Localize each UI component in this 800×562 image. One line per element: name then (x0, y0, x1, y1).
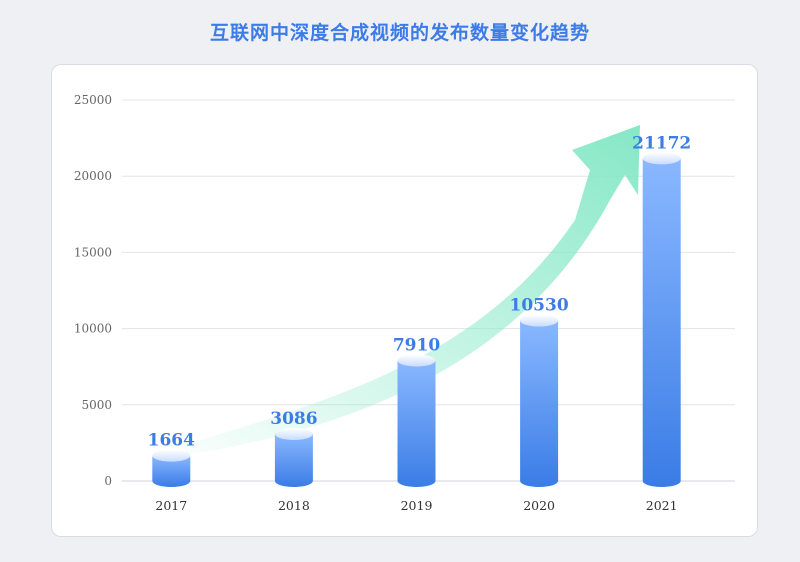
chart-title: 互联网中深度合成视频的发布数量变化趋势 (209, 22, 590, 44)
bar-body (642, 158, 681, 488)
bar-2021: 21172 2021 (632, 133, 691, 513)
y-tick-label: 15000 (74, 245, 112, 259)
bar-2020: 10530 2020 (510, 296, 569, 513)
y-tick-label: 25000 (74, 93, 112, 107)
bar-cap (520, 314, 559, 327)
y-tick-label: 20000 (74, 169, 112, 183)
bar-body (152, 455, 191, 488)
bar-body (397, 360, 436, 488)
data-label: 7910 (393, 335, 440, 355)
data-label: 21172 (632, 133, 691, 153)
bar-body (520, 320, 559, 488)
bar-2019: 7910 2019 (393, 335, 440, 513)
grid-layer: 0 5000 10000 15000 20000 25000 (74, 93, 735, 488)
bar-2018: 3086 2018 (270, 409, 317, 513)
y-tick-label: 0 (104, 474, 112, 488)
x-tick-label: 2020 (523, 498, 555, 513)
trend-arrow (185, 125, 640, 455)
x-tick-label: 2018 (278, 498, 310, 513)
bar-2017: 1664 2017 (148, 431, 195, 513)
data-label: 10530 (510, 296, 569, 316)
x-tick-label: 2019 (401, 498, 433, 513)
data-label: 3086 (270, 409, 317, 429)
bars-layer: 1664 2017 3086 2018 7910 2019 10530 2020 21172 20… (148, 133, 692, 513)
y-tick-label: 5000 (81, 398, 112, 412)
bar-cap (274, 427, 313, 440)
bar-cap (397, 354, 436, 367)
trend-arrow-shape (185, 125, 640, 455)
bar-cap (642, 152, 681, 165)
x-tick-label: 2021 (646, 498, 678, 513)
bar-body (274, 433, 313, 487)
bar-cap (152, 449, 191, 462)
data-label: 1664 (148, 431, 195, 451)
x-tick-label: 2017 (155, 498, 187, 513)
y-tick-label: 10000 (74, 322, 112, 336)
